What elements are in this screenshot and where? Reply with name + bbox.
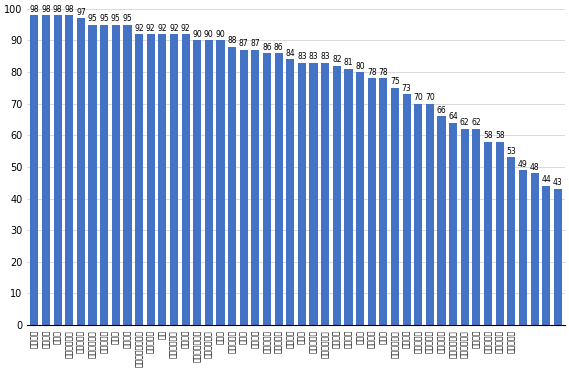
Bar <box>484 142 492 325</box>
Bar <box>554 189 562 325</box>
Text: 88: 88 <box>228 36 237 45</box>
Text: 92: 92 <box>134 24 144 33</box>
Bar <box>88 25 97 325</box>
Bar <box>216 40 225 325</box>
Text: 90: 90 <box>192 30 202 39</box>
Text: 78: 78 <box>367 68 377 77</box>
Text: 83: 83 <box>309 52 319 61</box>
Text: 92: 92 <box>181 24 191 33</box>
Text: 83: 83 <box>320 52 330 61</box>
Bar <box>112 25 120 325</box>
Bar <box>356 72 364 325</box>
Bar <box>286 59 294 325</box>
Bar <box>391 88 399 325</box>
Text: 87: 87 <box>250 39 260 48</box>
Bar <box>310 63 318 325</box>
Text: 92: 92 <box>146 24 155 33</box>
Bar <box>507 157 516 325</box>
Text: 62: 62 <box>472 118 481 127</box>
Bar <box>380 78 387 325</box>
Bar <box>65 15 73 325</box>
Bar <box>100 25 108 325</box>
Bar <box>53 15 61 325</box>
Bar <box>170 34 178 325</box>
Text: 70: 70 <box>414 93 423 102</box>
Text: 97: 97 <box>76 8 86 17</box>
Bar <box>251 50 259 325</box>
Bar <box>298 63 306 325</box>
Text: 82: 82 <box>332 55 341 64</box>
Text: 49: 49 <box>518 160 528 168</box>
Bar <box>519 170 527 325</box>
Text: 87: 87 <box>239 39 249 48</box>
Bar <box>530 173 539 325</box>
Text: 92: 92 <box>169 24 179 33</box>
Bar <box>414 104 422 325</box>
Bar <box>438 116 446 325</box>
Text: 80: 80 <box>355 62 365 70</box>
Bar <box>135 34 143 325</box>
Bar <box>240 50 248 325</box>
Text: 92: 92 <box>158 24 167 33</box>
Bar <box>449 123 457 325</box>
Bar <box>321 63 329 325</box>
Bar <box>228 47 236 325</box>
Text: 98: 98 <box>64 4 74 14</box>
Bar <box>496 142 504 325</box>
Bar <box>123 25 131 325</box>
Text: 70: 70 <box>425 93 435 102</box>
Text: 98: 98 <box>30 4 39 14</box>
Text: 86: 86 <box>262 43 272 52</box>
Bar <box>147 34 155 325</box>
Text: 84: 84 <box>286 49 295 58</box>
Text: 78: 78 <box>378 68 388 77</box>
Bar <box>193 40 201 325</box>
Text: 73: 73 <box>402 83 411 93</box>
Text: 81: 81 <box>344 58 353 68</box>
Text: 64: 64 <box>448 112 458 121</box>
Bar <box>333 66 341 325</box>
Bar <box>275 53 283 325</box>
Bar <box>426 104 434 325</box>
Text: 86: 86 <box>274 43 283 52</box>
Bar <box>542 186 550 325</box>
Bar <box>263 53 271 325</box>
Bar <box>205 40 213 325</box>
Bar <box>344 69 353 325</box>
Bar <box>402 94 411 325</box>
Text: 53: 53 <box>506 147 516 156</box>
Text: 44: 44 <box>541 175 551 184</box>
Text: 58: 58 <box>495 131 505 140</box>
Bar <box>30 15 39 325</box>
Text: 90: 90 <box>216 30 225 39</box>
Text: 58: 58 <box>483 131 493 140</box>
Text: 48: 48 <box>530 162 539 172</box>
Text: 95: 95 <box>100 14 109 23</box>
Bar <box>42 15 50 325</box>
Bar <box>182 34 189 325</box>
Bar <box>158 34 166 325</box>
Bar <box>461 129 469 325</box>
Bar <box>368 78 376 325</box>
Text: 90: 90 <box>204 30 214 39</box>
Text: 62: 62 <box>460 118 469 127</box>
Text: 43: 43 <box>553 178 563 187</box>
Text: 66: 66 <box>436 106 447 115</box>
Bar <box>77 18 85 325</box>
Text: 83: 83 <box>297 52 307 61</box>
Text: 95: 95 <box>88 14 97 23</box>
Bar <box>472 129 480 325</box>
Text: 95: 95 <box>122 14 133 23</box>
Text: 95: 95 <box>111 14 121 23</box>
Text: 98: 98 <box>53 4 63 14</box>
Text: 75: 75 <box>390 77 400 86</box>
Text: 98: 98 <box>41 4 51 14</box>
